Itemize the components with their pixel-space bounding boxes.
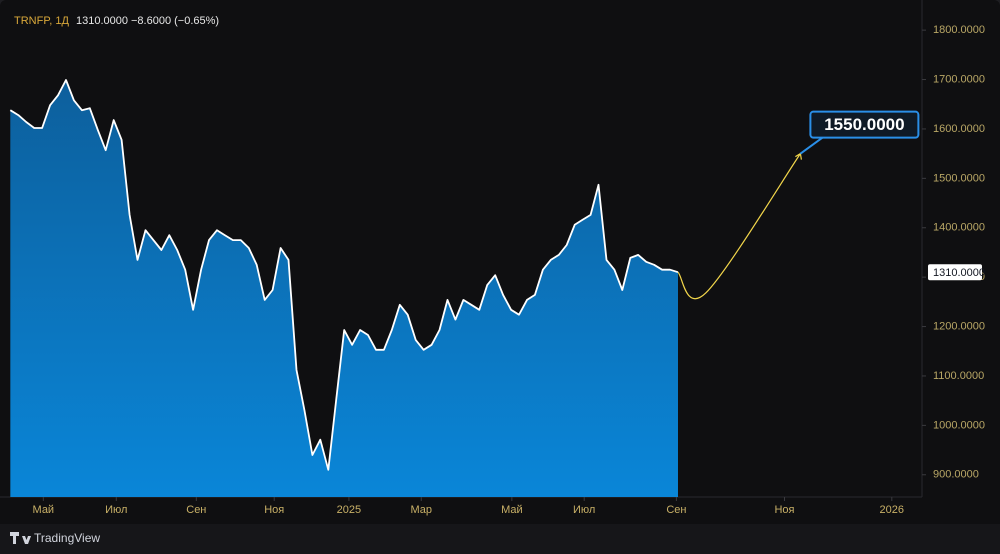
branding: TradingView: [34, 531, 100, 545]
callout-box: [809, 110, 920, 139]
y-tick-label: 900.0000: [933, 469, 979, 481]
x-tick-label: Май: [33, 504, 55, 516]
x-tick-label: Ноя: [774, 504, 794, 516]
last-price-label: 1310.0000: [933, 267, 985, 279]
forecast-arrow: [795, 152, 802, 160]
line: [9, 79, 679, 471]
symbol: TRNFP, 1Д: [14, 15, 69, 27]
callout-pointer: [799, 136, 823, 155]
x-tick-label: Июл: [105, 504, 127, 516]
y-tick-label: 1600.0000: [933, 123, 985, 135]
y-tick-label: 1100.0000: [933, 370, 984, 382]
logo: TradingView: [10, 531, 100, 545]
price: 1310.0000: [76, 15, 128, 27]
y-tick-label: 1700.0000: [933, 73, 985, 85]
forecast-line: [677, 153, 801, 300]
y-tick-label: 1000.0000: [933, 419, 985, 431]
x-tick-label: 2026: [880, 504, 904, 516]
x-tick-label: Мар: [410, 504, 432, 516]
x-tick-label: Июл: [573, 504, 595, 516]
last-price-tag: [928, 264, 982, 281]
callout-label: 1550.0000: [824, 115, 904, 134]
y-tick-label: 1800.0000: [933, 24, 985, 36]
footer-bar: [0, 524, 1000, 554]
x-tick-label: Май: [501, 504, 523, 516]
change: −8.6000 (−0.65%): [131, 15, 219, 27]
x-tick-label: Сен: [666, 504, 686, 516]
logo-icon: [10, 532, 31, 544]
y-tick-label: 1400.0000: [933, 222, 985, 234]
x-tick-label: Сен: [186, 504, 206, 516]
plot-area: [9, 79, 802, 497]
y-tick-label: 1500.0000: [933, 172, 985, 184]
y-tick-label: 1200.0000: [933, 320, 985, 332]
x-tick-label: 2025: [337, 504, 361, 516]
area: [10, 80, 679, 497]
x-tick-label: Ноя: [264, 504, 284, 516]
